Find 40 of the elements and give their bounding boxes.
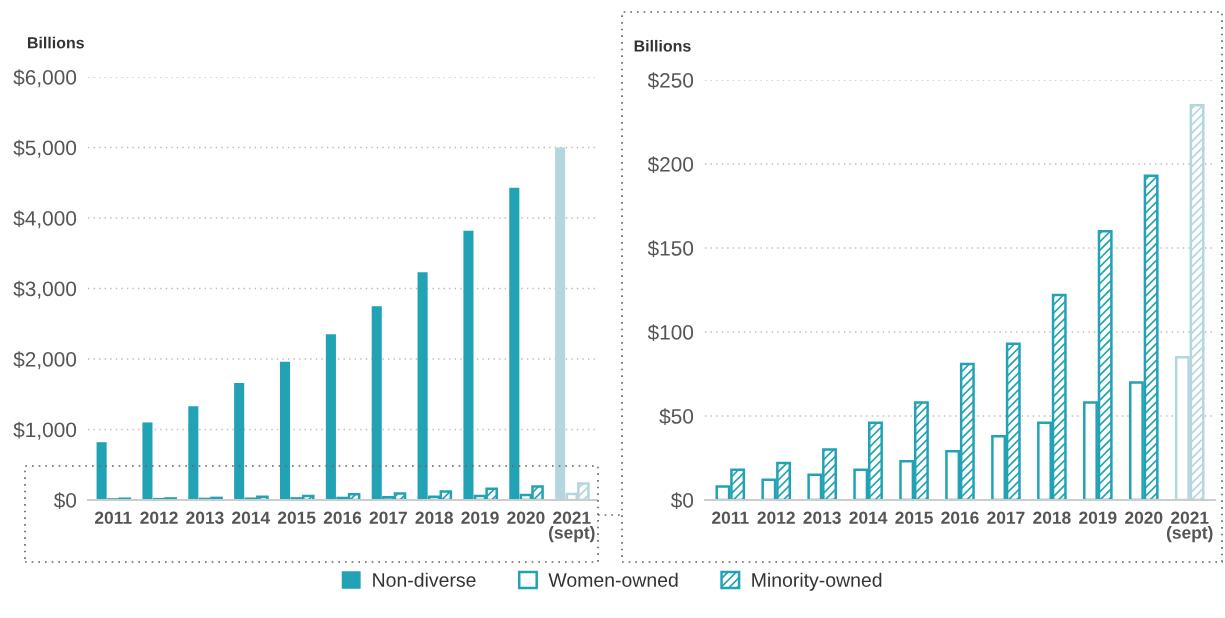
y-tick-label: $250 [647, 72, 694, 89]
x-tick-label: 2014 [232, 511, 271, 524]
x-tick-label: 2014 [849, 511, 888, 524]
x-tick-label: 2013 [186, 511, 224, 524]
x-tick-label: 2021 (sept) [549, 511, 595, 543]
y-tick-label: $1,000 [13, 421, 77, 440]
x-tick-label: 2021 (sept) [1166, 511, 1213, 543]
x-tick-label: 2013 [803, 511, 841, 524]
y-tick-label: $0 [670, 492, 694, 509]
y-tick-label: $100 [647, 324, 694, 341]
legend-label: Minority-owned [752, 572, 882, 591]
x-tick-label: 2019 [1079, 511, 1117, 524]
x-tick-label: 2017 [369, 511, 407, 524]
y-tick-label: $200 [647, 156, 694, 173]
y-tick-label: $3,000 [13, 280, 77, 299]
legend-label: Non-diverse [373, 572, 476, 587]
x-tick-label: 2020 [1125, 511, 1163, 524]
y-tick-label: $4,000 [13, 210, 77, 229]
x-tick-label: 2011 [712, 511, 749, 524]
y-axis-title: Billions [27, 36, 84, 49]
legend-label: Women-owned [548, 572, 678, 587]
x-tick-label: 2016 [323, 511, 362, 524]
y-tick-label: $50 [659, 408, 694, 425]
x-tick-label: 2015 [895, 511, 933, 524]
x-tick-label: 2012 [140, 511, 178, 524]
y-tick-label: $0 [53, 492, 77, 509]
y-axis-title: Billions [634, 39, 691, 52]
x-tick-label: 2020 [507, 511, 545, 524]
x-tick-label: 2018 [1033, 511, 1071, 524]
x-tick-label: 2018 [415, 511, 453, 524]
x-tick-label: 2015 [277, 511, 316, 524]
x-tick-label: 2011 [94, 511, 132, 524]
x-tick-label: 2016 [941, 511, 979, 524]
y-tick-label: $5,000 [13, 139, 77, 158]
x-tick-label: 2017 [987, 511, 1025, 524]
x-tick-label: 2012 [757, 511, 795, 524]
y-tick-label: $2,000 [13, 351, 77, 370]
x-tick-label: 2019 [461, 511, 499, 524]
y-tick-label: $6,000 [13, 69, 77, 88]
y-tick-label: $150 [647, 240, 694, 257]
